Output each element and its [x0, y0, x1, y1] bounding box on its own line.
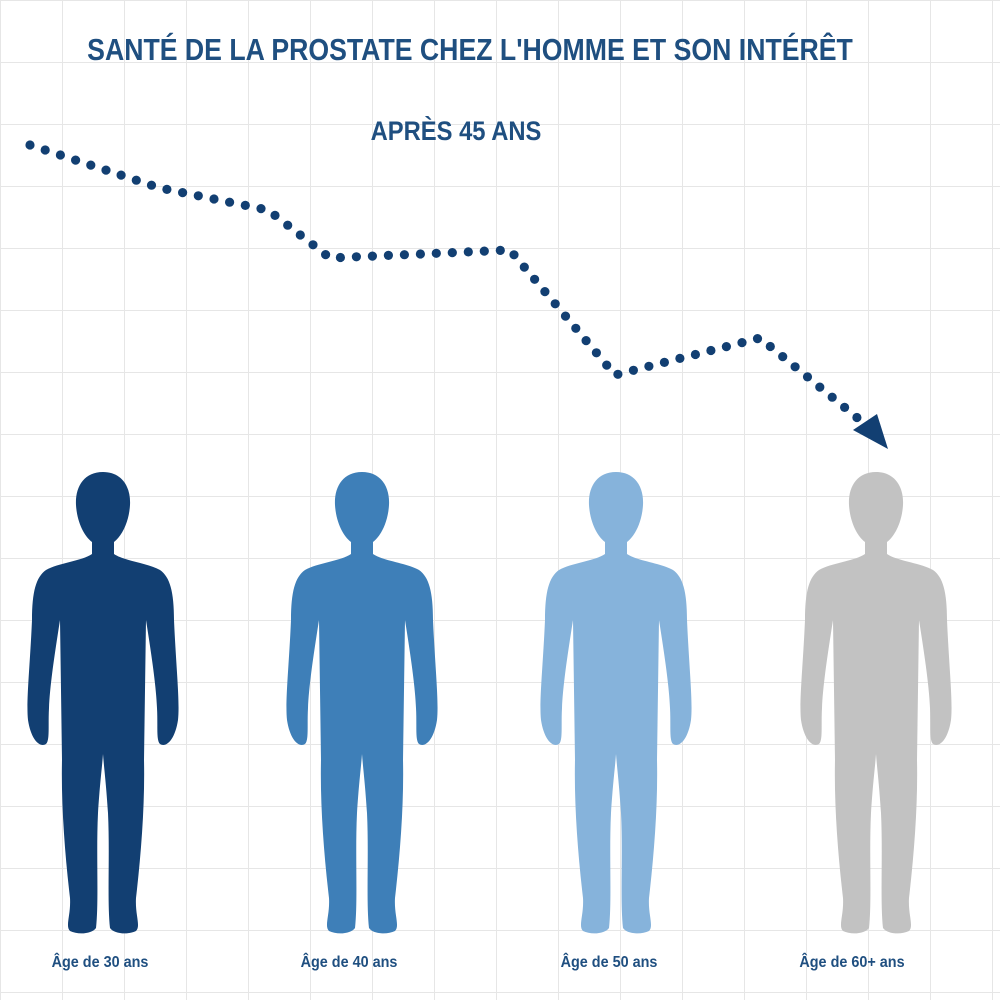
trend-dot — [116, 170, 126, 180]
page-title: SANTÉ DE LA PROSTATE CHEZ L'HOMME ET SON… — [87, 32, 853, 67]
figure-age-30 — [27, 472, 179, 934]
trend-dot — [509, 250, 519, 260]
trend-dot — [351, 252, 361, 262]
trend-dot — [40, 145, 50, 155]
age-label-60-plus: Âge de 60+ ans — [799, 954, 905, 971]
trend-dot — [415, 249, 425, 259]
trend-dot — [530, 274, 540, 284]
trend-dot — [193, 191, 203, 201]
trend-dot — [209, 194, 219, 204]
trend-dot — [463, 247, 473, 257]
declining-trend-line — [25, 140, 888, 449]
trend-dot — [101, 165, 111, 175]
trend-arrowhead — [853, 414, 888, 449]
human-silhouette-icon — [27, 472, 179, 934]
trend-dot — [852, 412, 862, 423]
trend-dot — [560, 311, 571, 321]
trend-dot — [706, 345, 716, 356]
trend-dot — [690, 349, 701, 360]
trend-dot — [55, 150, 65, 160]
trend-dot — [602, 360, 612, 370]
trend-dot — [479, 246, 489, 256]
figure-age-60-plus — [800, 472, 952, 934]
trend-dot — [240, 200, 250, 210]
trend-dot — [581, 336, 591, 346]
trend-dot — [86, 160, 96, 170]
trend-dot — [765, 341, 775, 352]
human-silhouette-icon — [540, 472, 692, 934]
trend-dot — [321, 250, 331, 260]
trend-dot — [256, 204, 266, 214]
trend-dot — [628, 365, 639, 375]
trend-dot — [540, 287, 550, 297]
trend-dot — [178, 188, 188, 198]
figure-age-50 — [540, 472, 692, 934]
age-label-30: Âge de 30 ans — [51, 954, 149, 971]
trend-dot — [399, 250, 409, 260]
trend-dot — [675, 353, 685, 363]
trend-dot — [840, 402, 850, 412]
trend-dot — [613, 369, 623, 379]
human-silhouette-icon — [800, 472, 952, 934]
trend-dot — [131, 175, 141, 185]
age-label-50: Âge de 50 ans — [560, 954, 658, 971]
trend-dot — [827, 392, 837, 402]
trend-dot — [790, 362, 800, 372]
age-label-40: Âge de 40 ans — [300, 954, 398, 971]
trend-dot — [431, 248, 441, 258]
trend-dot — [71, 155, 81, 165]
trend-dot — [644, 361, 654, 371]
trend-dot — [815, 382, 825, 392]
trend-dot — [447, 248, 457, 258]
trend-dot — [802, 372, 813, 382]
trend-dot — [383, 250, 393, 260]
trend-dot — [752, 334, 763, 344]
trend-dot — [270, 210, 280, 220]
trend-dot — [283, 220, 293, 230]
trend-dot — [335, 252, 345, 263]
human-silhouette-icon — [286, 472, 438, 934]
trend-dot — [571, 323, 581, 333]
trend-dot — [295, 230, 305, 240]
trend-dot — [550, 299, 560, 309]
trend-dot — [25, 140, 35, 150]
figure-age-40 — [286, 472, 438, 934]
trend-dot — [146, 180, 157, 190]
trend-dot — [778, 352, 788, 362]
trend-dot — [721, 342, 732, 352]
trend-dot — [308, 240, 318, 250]
trend-dot — [737, 338, 747, 348]
trend-dot — [519, 262, 529, 272]
trend-dot — [162, 184, 172, 194]
trend-dot — [659, 357, 670, 367]
page-subtitle: APRÈS 45 ANS — [370, 116, 542, 146]
trend-dot — [495, 245, 505, 255]
trend-dot — [367, 251, 377, 261]
trend-dot — [225, 197, 235, 207]
trend-dot — [591, 348, 602, 358]
